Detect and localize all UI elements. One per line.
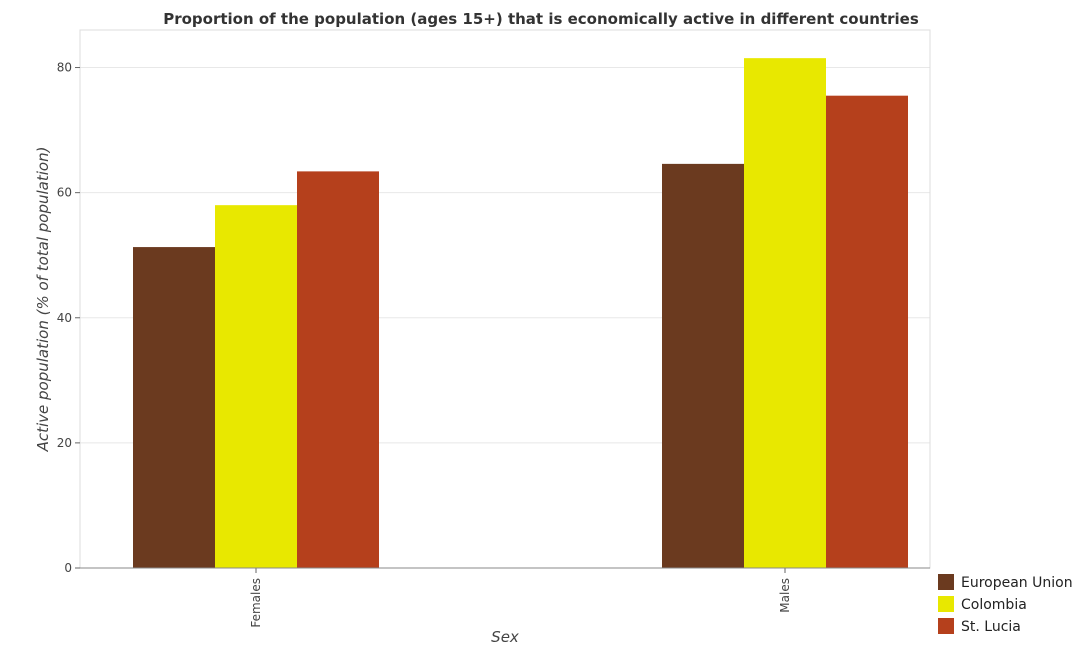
y-tick-label: 20	[57, 436, 72, 450]
bar	[662, 163, 744, 568]
bar	[826, 95, 908, 569]
x-axis-ticks: Females Males	[80, 567, 930, 628]
bars	[133, 58, 908, 569]
legend-label: St. Lucia	[961, 619, 1021, 635]
bar	[133, 247, 215, 568]
y-tick-label: 40	[57, 311, 72, 325]
bar	[744, 58, 826, 569]
legend-swatch	[938, 596, 954, 612]
legend-swatch	[938, 618, 954, 634]
legend-swatch	[938, 574, 954, 590]
x-tick-label: Females	[249, 578, 263, 628]
legend: European Union Colombia St. Lucia	[938, 574, 1073, 635]
y-tick-label: 0	[64, 561, 72, 575]
y-tick-label: 80	[57, 61, 72, 75]
y-axis-ticks: 0 20 40 60 80	[57, 61, 80, 575]
x-tick-label: Males	[778, 578, 792, 613]
y-tick-label: 60	[57, 186, 72, 200]
y-axis-label: Active population (% of total population…	[34, 147, 52, 453]
bar	[297, 171, 379, 568]
chart-title: Proportion of the population (ages 15+) …	[163, 10, 919, 28]
legend-label: European Union	[961, 575, 1073, 591]
x-axis-label: Sex	[491, 628, 519, 646]
legend-label: Colombia	[961, 597, 1027, 613]
bar	[215, 205, 297, 569]
